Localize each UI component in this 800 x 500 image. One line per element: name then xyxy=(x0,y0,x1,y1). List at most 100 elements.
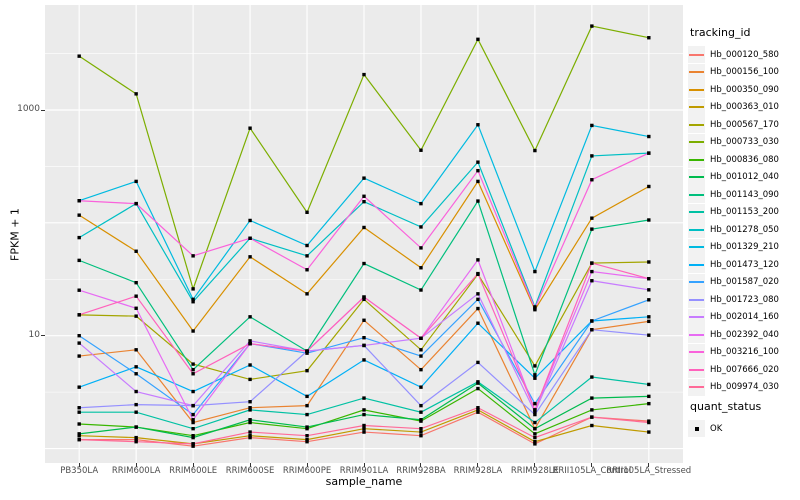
legend-label: Hb_000363_010 xyxy=(710,102,779,113)
data-point xyxy=(77,410,81,414)
black-square-point-icon xyxy=(694,426,699,431)
legend-item-Hb_001143_090: Hb_001143_090 xyxy=(688,186,798,204)
data-point xyxy=(647,218,651,222)
y-tick-label: 1000 xyxy=(17,104,40,114)
data-point xyxy=(419,201,423,206)
data-point xyxy=(134,389,138,394)
legend-label: Hb_001723_080 xyxy=(710,294,779,305)
data-point xyxy=(419,367,423,372)
data-point xyxy=(362,225,366,230)
legend-line-swatch xyxy=(689,228,704,231)
legend-line-swatch xyxy=(689,193,704,196)
data-point xyxy=(191,435,195,440)
data-point xyxy=(590,227,594,231)
legend-item-Hb_003216_100: Hb_003216_100 xyxy=(688,343,798,362)
data-point xyxy=(77,334,81,338)
data-point xyxy=(647,276,651,281)
data-point xyxy=(305,243,309,248)
data-point xyxy=(419,148,423,152)
data-point xyxy=(476,306,480,311)
x-tick-mark xyxy=(192,463,194,467)
data-point xyxy=(590,396,594,400)
data-point xyxy=(77,437,81,442)
data-point xyxy=(134,249,138,253)
data-point xyxy=(134,348,138,352)
legend-item-Hb_000120_580: Hb_000120_580 xyxy=(688,46,798,64)
legend-label: Hb_007666_020 xyxy=(710,364,779,375)
data-point xyxy=(77,422,81,426)
data-point xyxy=(134,440,138,444)
legend-item-Hb_000567_170: Hb_000567_170 xyxy=(688,116,798,134)
data-point xyxy=(77,385,81,389)
legend-key xyxy=(688,168,705,186)
data-point xyxy=(362,199,366,204)
data-point xyxy=(77,288,81,292)
data-point xyxy=(362,408,366,412)
quant-legend-key xyxy=(688,420,705,438)
data-point xyxy=(362,176,366,180)
legend-item-Hb_002392_040: Hb_002392_040 xyxy=(688,326,798,344)
data-point xyxy=(134,280,138,285)
data-point xyxy=(305,394,309,399)
data-point xyxy=(476,37,480,42)
data-point xyxy=(362,72,366,77)
legend-key xyxy=(688,256,705,274)
data-point xyxy=(590,279,594,283)
x-axis-title: sample_name xyxy=(325,475,403,488)
legend-item-Hb_001153_200: Hb_001153_200 xyxy=(688,203,798,222)
data-point xyxy=(191,420,195,425)
data-point xyxy=(77,406,81,410)
legend-item-Hb_001012_040: Hb_001012_040 xyxy=(688,168,798,187)
data-point xyxy=(647,382,651,387)
data-point xyxy=(590,123,594,128)
data-point xyxy=(191,254,195,258)
data-point xyxy=(77,432,81,436)
data-point xyxy=(419,403,423,408)
data-point xyxy=(248,400,252,404)
data-point xyxy=(647,288,651,292)
data-point xyxy=(191,418,195,422)
data-point xyxy=(248,315,252,319)
data-point xyxy=(647,315,651,319)
legend-label: Hb_003216_100 xyxy=(710,347,779,358)
data-point xyxy=(191,444,195,448)
legend-line-swatch xyxy=(689,141,704,144)
data-point xyxy=(647,36,651,40)
plot-canvas xyxy=(45,5,683,463)
data-point xyxy=(647,298,651,302)
data-point xyxy=(533,426,537,431)
legend-item-Hb_002014_160: Hb_002014_160 xyxy=(688,308,798,327)
data-point xyxy=(419,410,423,414)
legend-line-swatch xyxy=(689,263,704,266)
legend-label: Hb_001278_050 xyxy=(710,224,779,235)
data-point xyxy=(134,425,138,429)
data-point xyxy=(590,178,594,182)
data-point xyxy=(362,261,366,266)
data-point xyxy=(476,321,480,325)
data-point xyxy=(191,433,195,438)
legend-label: Hb_000733_030 xyxy=(710,137,779,148)
data-point xyxy=(305,349,309,353)
data-point xyxy=(191,389,195,394)
data-point xyxy=(533,435,537,440)
legend-line-swatch xyxy=(689,211,704,214)
x-tick-mark xyxy=(249,463,251,467)
legend-item-Hb_001587_020: Hb_001587_020 xyxy=(688,273,798,292)
x-tick-label: RRIM901LA xyxy=(339,466,389,476)
data-point xyxy=(134,314,138,318)
quant-legend-title: quant_status xyxy=(690,400,762,413)
data-point xyxy=(419,385,423,389)
x-tick-mark xyxy=(78,463,80,467)
data-point xyxy=(476,360,480,365)
legend-item-Hb_001473_120: Hb_001473_120 xyxy=(688,256,798,274)
data-point xyxy=(647,401,651,406)
data-point xyxy=(533,432,537,436)
data-point xyxy=(533,306,537,310)
data-point xyxy=(305,403,309,408)
legend-key xyxy=(688,151,705,169)
data-point xyxy=(362,336,366,340)
legend-title: tracking_id xyxy=(690,26,751,39)
legend-key xyxy=(688,98,705,116)
data-point xyxy=(305,440,309,444)
data-point xyxy=(305,254,309,258)
